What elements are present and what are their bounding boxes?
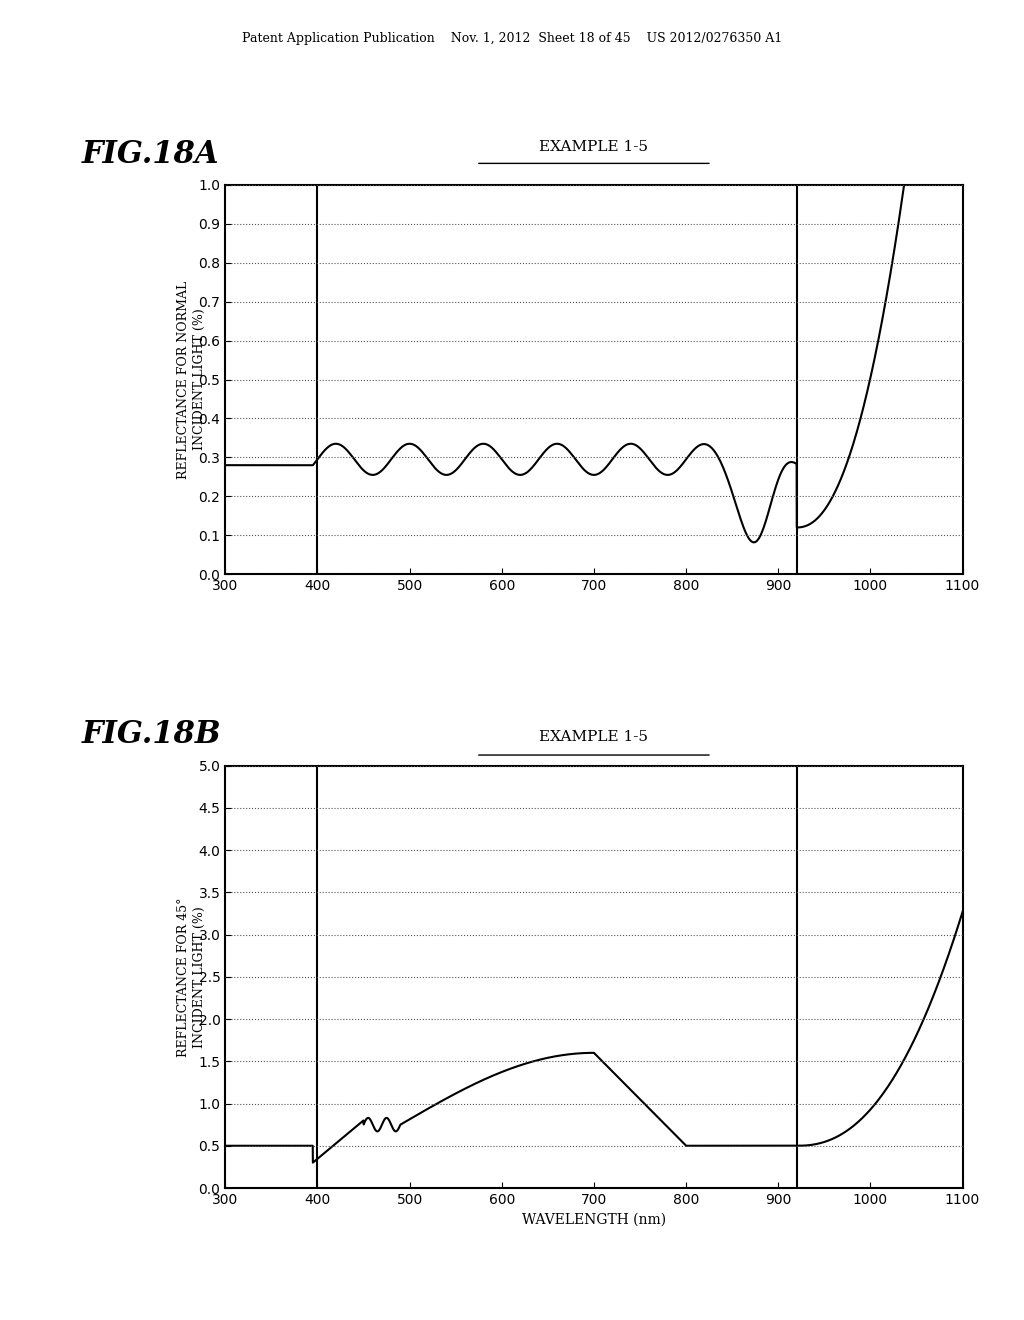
Y-axis label: REFLECTANCE FOR 45°
INCIDENT LIGHT (%): REFLECTANCE FOR 45° INCIDENT LIGHT (%) (177, 898, 206, 1056)
X-axis label: WAVELENGTH (nm): WAVELENGTH (nm) (522, 1212, 666, 1226)
Text: FIG.18B: FIG.18B (82, 719, 221, 750)
Text: EXAMPLE 1-5: EXAMPLE 1-5 (540, 730, 648, 744)
Text: Patent Application Publication    Nov. 1, 2012  Sheet 18 of 45    US 2012/027635: Patent Application Publication Nov. 1, 2… (242, 32, 782, 45)
Text: EXAMPLE 1-5: EXAMPLE 1-5 (540, 140, 648, 153)
Text: FIG.18A: FIG.18A (82, 139, 219, 169)
Y-axis label: REFLECTANCE FOR NORMAL
INCIDENT LIGHT (%): REFLECTANCE FOR NORMAL INCIDENT LIGHT (%… (177, 280, 206, 479)
